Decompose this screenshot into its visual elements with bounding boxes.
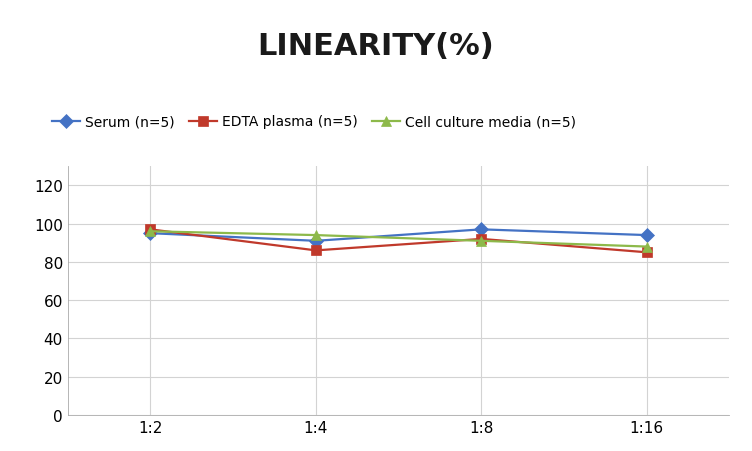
Cell culture media (n=5) <box>146 229 155 235</box>
Line: Cell culture media (n=5): Cell culture media (n=5) <box>146 227 651 252</box>
Cell culture media (n=5) <box>477 239 486 244</box>
Legend: Serum (n=5), EDTA plasma (n=5), Cell culture media (n=5): Serum (n=5), EDTA plasma (n=5), Cell cul… <box>52 115 576 129</box>
Serum (n=5) <box>311 239 320 244</box>
EDTA plasma (n=5) <box>146 227 155 233</box>
Text: LINEARITY(%): LINEARITY(%) <box>258 32 494 60</box>
Serum (n=5) <box>477 227 486 233</box>
Line: EDTA plasma (n=5): EDTA plasma (n=5) <box>146 225 651 258</box>
EDTA plasma (n=5) <box>477 237 486 242</box>
Cell culture media (n=5) <box>642 244 651 250</box>
Cell culture media (n=5) <box>311 233 320 238</box>
Line: Serum (n=5): Serum (n=5) <box>146 225 651 246</box>
EDTA plasma (n=5) <box>311 248 320 253</box>
Serum (n=5) <box>146 231 155 236</box>
EDTA plasma (n=5) <box>642 250 651 255</box>
Serum (n=5) <box>642 233 651 238</box>
